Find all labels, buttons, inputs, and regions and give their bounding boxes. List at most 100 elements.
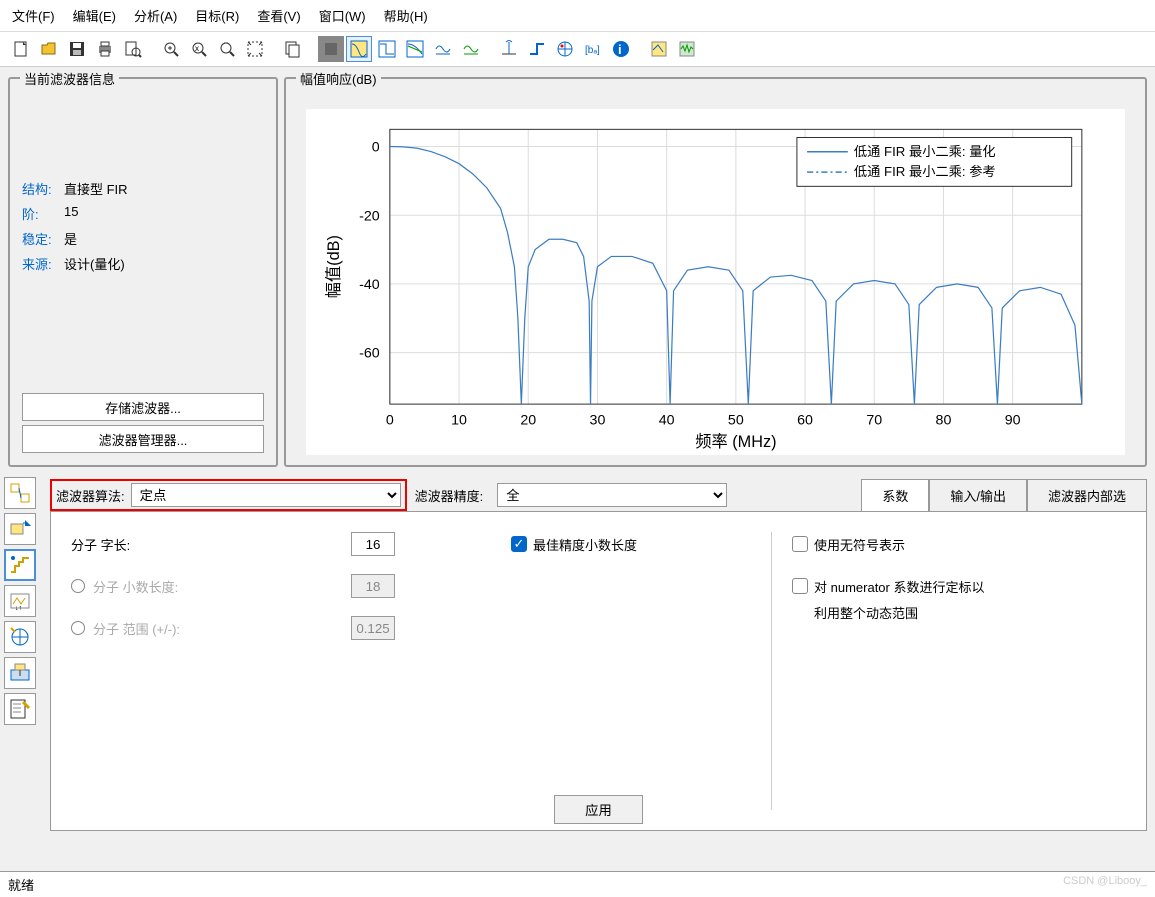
svg-text:90: 90 [1005, 412, 1021, 428]
transform-icon[interactable] [4, 657, 36, 689]
svg-text:↓↑: ↓↑ [15, 605, 22, 612]
print-icon[interactable] [92, 36, 118, 62]
import-icon[interactable] [4, 513, 36, 545]
algorithm-select[interactable]: 定点 [131, 483, 401, 507]
svg-text:-40: -40 [359, 277, 380, 293]
save-filter-button[interactable]: 存储滤波器... [22, 393, 264, 421]
scale-checkbox[interactable] [792, 578, 808, 594]
status-text: 就绪 [8, 875, 34, 894]
tab-io[interactable]: 输入/输出 [929, 479, 1027, 511]
copy-icon[interactable] [280, 36, 306, 62]
tab-coefficients[interactable]: 系数 [861, 479, 929, 511]
range-radio [71, 621, 85, 635]
unsigned-label: 使用无符号表示 [814, 535, 905, 554]
svg-text:0: 0 [386, 412, 394, 428]
wordlen-input[interactable] [351, 532, 395, 556]
config-tabs: 系数 输入/输出 滤波器内部选 [861, 479, 1147, 511]
best-precision-label: 最佳精度小数长度 [533, 535, 637, 554]
multirate-icon[interactable]: ↓↑ [4, 585, 36, 617]
structure-label: 结构: [22, 179, 64, 198]
groupdelay-icon[interactable] [430, 36, 456, 62]
svg-text:20: 20 [520, 412, 536, 428]
structure-value: 直接型 FIR [64, 179, 128, 198]
watermark: CSDN @Libooy_ [1063, 875, 1147, 894]
stable-label: 稳定: [22, 229, 64, 248]
save-icon[interactable] [64, 36, 90, 62]
menu-target[interactable]: 目标(R) [195, 6, 239, 25]
algorithm-label: 滤波器算法: [56, 486, 125, 505]
svg-text:80: 80 [936, 412, 952, 428]
config-area: 滤波器算法: 定点 滤波器精度: 全 系数 输入/输出 滤波器内部选 分子 字长… [42, 471, 1155, 832]
config-body: 分子 字长: 分子 小数长度: 分子 范围 (+/-): ✓最佳精度小数长度 使… [50, 511, 1147, 831]
toolbar: x [bₐ] i [0, 32, 1155, 67]
algorithm-highlight: 滤波器算法: 定点 [50, 479, 407, 511]
new-icon[interactable] [8, 36, 34, 62]
realize-icon[interactable] [4, 621, 36, 653]
fraclen-input [351, 574, 395, 598]
menu-window[interactable]: 窗口(W) [319, 6, 366, 25]
quantize-icon[interactable] [4, 549, 36, 581]
svg-text:低通 FIR 最小二乘: 参考: 低通 FIR 最小二乘: 参考 [854, 163, 996, 179]
best-precision-checkbox[interactable]: ✓ [511, 536, 527, 552]
fraclen-radio [71, 579, 85, 593]
phase-icon[interactable] [374, 36, 400, 62]
export-icon[interactable] [4, 693, 36, 725]
magphase-icon[interactable] [402, 36, 428, 62]
svg-text:10: 10 [451, 412, 467, 428]
polezero-icon[interactable] [552, 36, 578, 62]
scale-label-2: 利用整个动态范围 [814, 603, 918, 622]
menu-file[interactable]: 文件(F) [12, 6, 55, 25]
step-icon[interactable] [524, 36, 550, 62]
magnitude-icon[interactable] [346, 36, 372, 62]
range-label: 分子 范围 (+/-): [93, 619, 180, 638]
status-bar: 就绪 CSDN @Libooy_ [0, 871, 1155, 897]
zoom-y-icon[interactable] [214, 36, 240, 62]
tab-internal[interactable]: 滤波器内部选 [1027, 479, 1147, 511]
svg-text:60: 60 [797, 412, 813, 428]
menu-view[interactable]: 查看(V) [257, 6, 300, 25]
chart-title: 幅值响应(dB) [296, 69, 381, 88]
source-label: 来源: [22, 254, 64, 273]
svg-text:-20: -20 [359, 208, 380, 224]
precision-label: 滤波器精度: [415, 486, 484, 505]
unsigned-checkbox[interactable] [792, 536, 808, 552]
spec-icon[interactable] [646, 36, 672, 62]
order-label: 阶: [22, 204, 64, 223]
tool1-icon[interactable] [318, 36, 344, 62]
open-icon[interactable] [36, 36, 62, 62]
svg-text:i: i [618, 42, 622, 57]
svg-text:-60: -60 [359, 346, 380, 362]
svg-text:频率 (MHz): 频率 (MHz) [695, 433, 776, 451]
noise-icon[interactable] [674, 36, 700, 62]
wordlen-label: 分子 字长: [71, 535, 130, 554]
menu-edit[interactable]: 编辑(E) [73, 6, 116, 25]
zoom-x-icon[interactable]: x [186, 36, 212, 62]
svg-text:50: 50 [728, 412, 744, 428]
impulse-icon[interactable] [496, 36, 522, 62]
filter-manager-button[interactable]: 滤波器管理器... [22, 425, 264, 453]
svg-text:40: 40 [659, 412, 675, 428]
chart-area: 01020304050607080900-20-40-60频率 (MHz)幅值(… [306, 109, 1125, 455]
svg-text:30: 30 [590, 412, 606, 428]
menu-analysis[interactable]: 分析(A) [134, 6, 177, 25]
filter-info-title: 当前滤波器信息 [20, 69, 119, 88]
info-icon[interactable]: i [608, 36, 634, 62]
coeff-icon[interactable]: [bₐ] [580, 36, 606, 62]
side-toolbar: ↓↑ [0, 471, 42, 832]
preview-icon[interactable] [120, 36, 146, 62]
menu-bar: 文件(F) 编辑(E) 分析(A) 目标(R) 查看(V) 窗口(W) 帮助(H… [0, 0, 1155, 32]
design-icon[interactable] [4, 477, 36, 509]
menu-help[interactable]: 帮助(H) [384, 6, 428, 25]
precision-select[interactable]: 全 [497, 483, 727, 507]
zoom-in-icon[interactable] [158, 36, 184, 62]
order-value: 15 [64, 204, 78, 223]
filter-info-panel: 当前滤波器信息 结构:直接型 FIR 阶:15 稳定:是 来源:设计(量化) 存… [8, 77, 278, 467]
scale-label-1: 对 numerator 系数进行定标以 [814, 577, 984, 596]
svg-text:x: x [195, 44, 199, 53]
stable-value: 是 [64, 229, 77, 248]
fit-icon[interactable] [242, 36, 268, 62]
apply-button[interactable]: 应用 [554, 795, 643, 824]
svg-text:0: 0 [372, 140, 380, 156]
phasedelay-icon[interactable] [458, 36, 484, 62]
svg-text:低通 FIR 最小二乘: 量化: 低通 FIR 最小二乘: 量化 [854, 144, 996, 159]
